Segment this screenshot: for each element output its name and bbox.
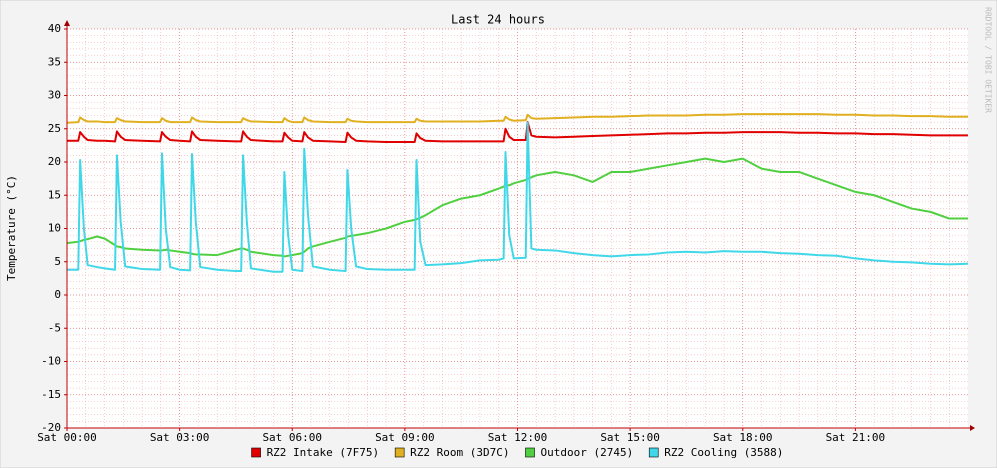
y-tick-label: 20 (48, 155, 61, 168)
y-tick-label: -10 (41, 355, 61, 368)
y-tick-label: 10 (48, 222, 61, 235)
series-line (66, 157, 968, 258)
legend-swatch (525, 447, 535, 458)
x-arrow (970, 425, 975, 431)
watermark: RRDTOOL / TOBI OETIKER (984, 7, 993, 113)
legend-label: Outdoor (2745) (541, 446, 634, 459)
lines (66, 113, 969, 273)
x-tick-label: Sat 12:00 (488, 431, 548, 444)
y-axis-label: Temperature (°C) (5, 175, 18, 281)
chart-title: Last 24 hours (451, 13, 545, 27)
x-tick-label: Sat 03:00 (150, 431, 210, 444)
x-tick-label: Sat 00:00 (37, 431, 97, 444)
series-line (66, 113, 968, 124)
y-tick-label: 30 (48, 89, 61, 102)
legend-item: RZ2 Room (3D7C) (394, 446, 510, 459)
legend-swatch (251, 447, 261, 458)
legend-label: RZ2 Room (3D7C) (410, 446, 509, 459)
legend-item: RZ2 Intake (7F75) (251, 446, 380, 459)
legend-swatch (394, 447, 405, 458)
legend-label: RZ2 Intake (7F75) (267, 446, 380, 459)
y-tick-label: -5 (48, 321, 61, 334)
y-tick-label: 35 (48, 55, 61, 68)
y-tick-label: 5 (54, 255, 61, 268)
y-arrow (64, 20, 70, 26)
legend-item: Outdoor (2745) (525, 446, 634, 459)
y-tick-label: -20 (41, 421, 61, 434)
legend: RZ2 Intake (7F75) RZ2 Room (3D7C) Outdoor … (251, 446, 783, 459)
y-tick-label: 25 (48, 122, 61, 135)
legend-label: RZ2 Cooling (3588) (664, 446, 783, 459)
series-line (67, 121, 969, 273)
legend-item: RZ2 Cooling (3588) (648, 446, 783, 459)
x-tick-label: Sat 18:00 (713, 431, 773, 444)
x-tick-label: Sat 15:00 (600, 431, 660, 444)
grid (64, 28, 968, 431)
y-tick-label: 40 (48, 22, 61, 35)
series-line (67, 121, 968, 144)
x-tick-label: Sat 21:00 (826, 431, 886, 444)
legend-swatch (648, 447, 659, 458)
y-tick-label: -15 (41, 388, 61, 401)
x-tick-label: Sat 06:00 (262, 431, 322, 444)
y-tick-label: 0 (54, 288, 61, 301)
y-tick-label: 15 (48, 188, 61, 201)
x-tick-label: Sat 09:00 (375, 431, 435, 444)
